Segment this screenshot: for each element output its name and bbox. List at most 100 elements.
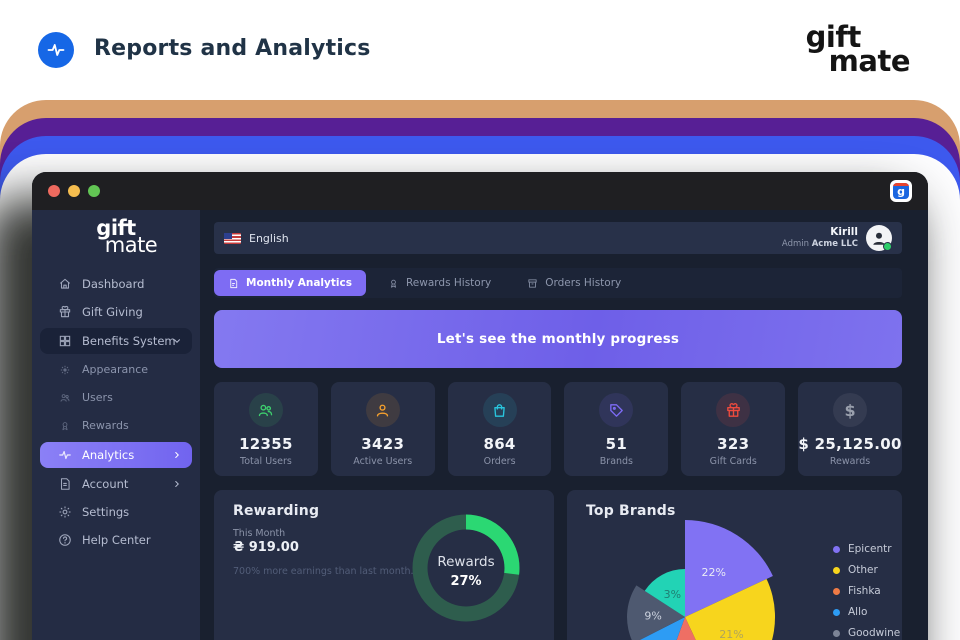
donut-center-label: Rewards xyxy=(437,554,494,570)
rewards-donut-chart: Rewards 27% xyxy=(406,508,526,628)
rewarding-period-label: This Month xyxy=(233,528,286,539)
page-header: Reports and Analytics gift mate xyxy=(0,0,960,100)
sidebar-item-label: Rewards xyxy=(82,419,129,433)
sidebar-item-help-center[interactable]: Help Center xyxy=(40,528,192,552)
stat-value: 51 xyxy=(605,435,628,453)
report-icon xyxy=(228,278,239,289)
legend-dot xyxy=(833,566,840,574)
sidebar-item-rewards[interactable]: Rewards xyxy=(40,414,192,438)
polar-slice-percent: 9% xyxy=(644,609,661,622)
top-brands-polar-chart: 22% 21% 9% 3% xyxy=(585,515,795,640)
shopping-bag-icon xyxy=(482,393,517,427)
traffic-lights[interactable] xyxy=(48,185,100,197)
page-title: Reports and Analytics xyxy=(94,36,371,61)
chevron-down-icon xyxy=(172,336,182,346)
user-name: Kirill xyxy=(830,226,858,239)
sidebar-item-users[interactable]: Users xyxy=(40,386,192,410)
stat-label: Brands xyxy=(599,456,634,467)
user-company: Acme LLC xyxy=(811,239,858,250)
tabs: Monthly Analytics Rewards History Orders… xyxy=(214,268,902,298)
sidebar-item-analytics[interactable]: Analytics xyxy=(40,441,192,468)
sidebar-logo-line1: gift xyxy=(96,216,136,240)
legend-item: Fishka xyxy=(833,585,900,597)
activity-icon xyxy=(58,448,72,462)
document-icon xyxy=(58,477,72,491)
legend-label: Epicentr xyxy=(848,543,892,555)
user-menu[interactable]: Kirill Admin Acme LLC xyxy=(782,225,892,251)
rewarding-note: 700% more earnings than last month. xyxy=(233,566,414,577)
users-icon xyxy=(59,392,70,403)
sidebar-item-label: Analytics xyxy=(82,447,135,462)
minimize-window-button[interactable] xyxy=(68,185,80,197)
language-label: English xyxy=(249,231,289,245)
app-window: g gift mate Dashboard Gift Giving xyxy=(32,172,928,640)
gear-icon xyxy=(58,505,72,519)
tag-icon xyxy=(599,393,634,427)
stat-label: Rewards xyxy=(829,456,871,467)
person-icon xyxy=(873,232,885,245)
stat-card-orders: 864 Orders xyxy=(447,382,552,476)
polar-slice xyxy=(685,579,776,640)
rewarding-title: Rewarding xyxy=(233,503,320,519)
dollar-icon: $ xyxy=(833,393,868,427)
logo-line2: mate xyxy=(828,43,911,78)
stat-card-active-users: 3423 Active Users xyxy=(330,382,435,476)
stats-row: 12355 Total Users 3423 Active Users 864 … xyxy=(214,382,902,476)
language-selector[interactable]: English xyxy=(224,232,289,245)
box-icon xyxy=(527,278,538,289)
legend-label: Other xyxy=(848,564,878,576)
chevron-right-icon xyxy=(172,450,182,460)
legend-label: Fishka xyxy=(848,585,881,597)
tab-rewards-history[interactable]: Rewards History xyxy=(374,270,505,296)
zoom-window-button[interactable] xyxy=(88,185,100,197)
sidebar-item-account[interactable]: Account xyxy=(40,472,192,496)
sidebar-item-benefits-system[interactable]: Benefits System xyxy=(40,327,192,354)
users-icon xyxy=(248,393,283,427)
sidebar-item-label: Appearance xyxy=(82,363,149,377)
tab-orders-history[interactable]: Orders History xyxy=(513,270,635,296)
legend-dot xyxy=(833,608,840,616)
close-window-button[interactable] xyxy=(48,185,60,197)
stat-value: 12355 xyxy=(239,435,293,453)
tab-monthly-analytics[interactable]: Monthly Analytics xyxy=(214,270,366,296)
stat-card-rewards: $ $ 25,125.00 Rewards xyxy=(798,382,902,476)
chart-legend: Epicentr Other Fishka Allo Goodwine xyxy=(833,543,900,639)
avatar[interactable] xyxy=(866,225,892,251)
chevron-right-icon xyxy=(172,479,182,489)
legend-item: Allo xyxy=(833,606,900,618)
polar-slice xyxy=(685,520,773,617)
sidebar-item-settings[interactable]: Settings xyxy=(40,500,192,524)
legend-label: Goodwine xyxy=(848,627,901,639)
user-role-prefix: Admin xyxy=(781,239,810,250)
stat-value: 323 xyxy=(717,435,750,453)
main-content: English Kirill Admin Acme LLC xyxy=(200,210,928,640)
legend-label: Allo xyxy=(848,606,868,618)
stat-card-brands: 51 Brands xyxy=(564,382,669,476)
sidebar-item-dashboard[interactable]: Dashboard xyxy=(40,272,192,296)
giftmate-favicon: g xyxy=(890,180,912,202)
sidebar-item-label: Account xyxy=(82,476,129,491)
tab-label: Orders History xyxy=(545,277,622,289)
sidebar-item-gift-giving[interactable]: Gift Giving xyxy=(40,300,192,324)
legend-item: Goodwine xyxy=(833,627,900,639)
stat-card-total-users: 12355 Total Users xyxy=(214,382,318,476)
user-icon xyxy=(365,393,400,427)
stat-label: Gift Cards xyxy=(709,456,757,467)
sidebar: gift mate Dashboard Gift Giving Benefits… xyxy=(32,210,200,640)
sidebar-item-appearance[interactable]: Appearance xyxy=(40,358,192,382)
tab-label: Monthly Analytics xyxy=(246,277,352,289)
sidebar-item-label: Users xyxy=(82,391,113,405)
us-flag-icon xyxy=(224,232,241,244)
legend-dot xyxy=(833,629,840,637)
sidebar-item-label: Settings xyxy=(82,504,130,519)
giftmate-logo: gift mate xyxy=(806,23,911,78)
sidebar-item-label: Gift Giving xyxy=(82,304,143,319)
help-icon xyxy=(58,533,72,547)
stat-label: Active Users xyxy=(353,456,413,467)
stat-value: 864 xyxy=(483,435,516,453)
top-brands-panel: Top Brands 22% 21% 9% 3% Epicentr Other Fishk… xyxy=(567,490,902,640)
legend-item: Epicentr xyxy=(833,543,900,555)
polar-slice xyxy=(627,585,685,640)
polar-slice xyxy=(676,617,696,640)
